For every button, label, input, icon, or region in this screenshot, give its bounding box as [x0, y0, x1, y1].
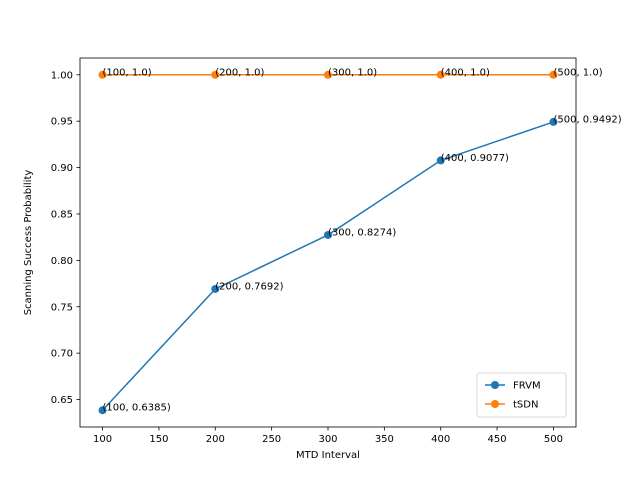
data-point-tsdn [98, 70, 107, 79]
x-tick-label: 200 [206, 434, 225, 445]
legend-label-tsdn: tSDN [513, 400, 538, 411]
data-label-layer: (100, 0.6385) (200, 0.7692) (300, 0.8274) (… [103, 67, 622, 413]
x-tick-label: 350 [375, 434, 394, 445]
data-label-frvm: (400, 0.9077) [441, 153, 509, 164]
data-point-frvm [324, 230, 332, 239]
y-tick-label: 0.95 [51, 117, 73, 128]
y-tick-label: 0.85 [51, 209, 73, 220]
data-label-frvm: (200, 0.7692) [215, 281, 283, 292]
x-tick-label: 500 [544, 434, 563, 445]
data-label-tsdn: (100, 1.0) [103, 67, 152, 78]
plot-area [80, 58, 576, 427]
data-label-tsdn: (200, 1.0) [215, 67, 264, 78]
y-tick-label: 0.75 [51, 302, 73, 313]
x-tick-label: 300 [318, 434, 337, 445]
x-tick-label: 450 [488, 434, 507, 445]
data-point-tsdn [436, 70, 445, 79]
data-point-frvm [98, 406, 107, 415]
data-label-tsdn: (300, 1.0) [328, 67, 377, 78]
data-point-frvm [211, 284, 220, 293]
legend-box [476, 372, 567, 418]
x-axis-label: MTD Interval [296, 450, 360, 461]
data-label-frvm: (500, 0.9492) [553, 114, 621, 125]
legend-label-frvm: FRVM [513, 381, 541, 392]
legend-marker-frvm [491, 381, 499, 389]
y-axis: 0.65 0.70 0.75 0.80 0.85 0.90 0.95 1.00 [51, 70, 80, 406]
data-label-tsdn: (500, 1.0) [553, 67, 602, 78]
legend: FRVM tSDN [476, 372, 567, 418]
x-tick-label: 150 [149, 434, 168, 445]
data-point-tsdn [324, 70, 332, 79]
x-tick-label: 100 [93, 434, 112, 445]
data-label-frvm: (100, 0.6385) [103, 403, 171, 414]
y-tick-label: 0.90 [51, 163, 73, 174]
y-tick-label: 0.70 [51, 349, 73, 360]
data-point-tsdn [211, 70, 220, 79]
y-tick-label: 1.00 [51, 70, 73, 81]
y-axis-label: Scanning Success Probability [23, 170, 34, 316]
x-tick-label: 400 [431, 434, 450, 445]
data-label-tsdn: (400, 1.0) [441, 67, 490, 78]
legend-marker-tsdn [491, 400, 499, 408]
data-point-tsdn [549, 70, 558, 79]
x-tick-label: 250 [262, 434, 281, 445]
x-axis: 100 150 200 250 300 350 400 450 500 [93, 427, 563, 445]
y-tick-label: 0.65 [51, 395, 73, 406]
data-point-frvm [549, 117, 558, 126]
data-point-frvm [436, 156, 445, 165]
y-tick-label: 0.80 [51, 256, 73, 267]
series-layer [98, 70, 558, 415]
data-label-frvm: (300, 0.8274) [328, 227, 396, 238]
